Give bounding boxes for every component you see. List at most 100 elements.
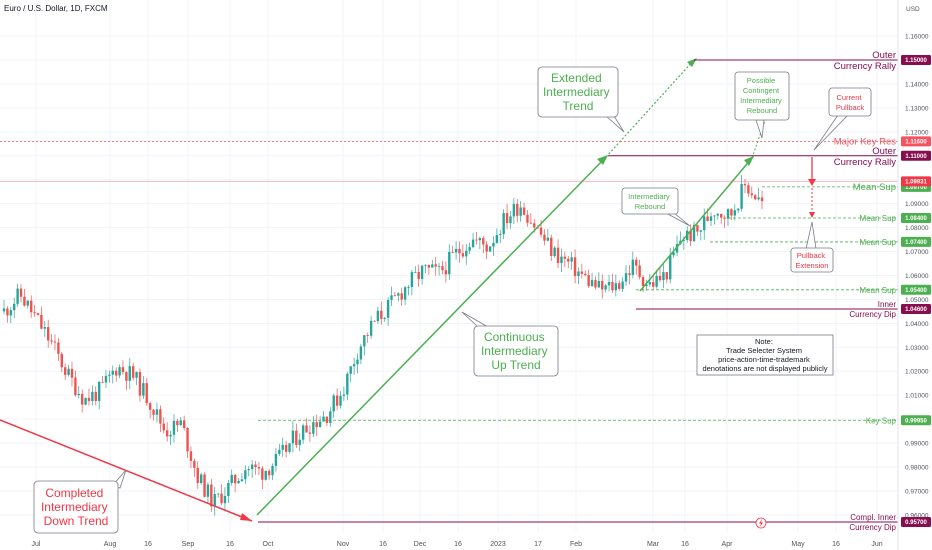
candle-body (485, 244, 488, 252)
candle-body (689, 230, 692, 242)
candle-body (91, 391, 94, 401)
candle-body (471, 239, 475, 248)
y-tick-label: 1.04000 (905, 321, 929, 328)
y-tick-label: 1.13000 (905, 105, 929, 112)
candle-body (74, 377, 77, 396)
candle-body (176, 420, 179, 426)
candle-body (757, 197, 760, 200)
candle-body (111, 370, 114, 375)
candle-body (189, 451, 193, 461)
price-tag: 1.05400 (901, 284, 931, 295)
pullback-label: Current Pullback (836, 93, 865, 112)
candle-body (203, 474, 206, 497)
candle-body (645, 284, 648, 287)
candle-body (43, 327, 46, 329)
candle-body (261, 468, 264, 480)
svg-text:0.99950: 0.99950 (905, 418, 927, 424)
candle-body (692, 224, 696, 242)
svg-text:1.15000: 1.15000 (905, 58, 927, 64)
candle-body (230, 474, 233, 483)
candle-body (420, 265, 424, 279)
candle-body (550, 237, 553, 257)
candle-body (556, 247, 560, 264)
candle-body (169, 434, 172, 437)
candle-body (672, 252, 675, 256)
x-tick-label: Oct (263, 541, 274, 548)
candle-body (67, 368, 70, 375)
price-tag: 1.15000 (901, 55, 931, 65)
candle-body (325, 416, 329, 423)
y-tick-label: 1.07000 (905, 249, 929, 256)
candle-body (271, 465, 274, 476)
price-axis[interactable]: 1.16000 1.15000 1.14000 1.13000 1.12000 1.110… (897, 0, 929, 550)
candle-body (335, 395, 339, 406)
candle-body (223, 496, 227, 504)
candle-body (743, 183, 747, 186)
candle-body (437, 266, 441, 267)
x-tick-label: 16 (226, 541, 234, 548)
candle-body (182, 420, 186, 428)
candle-body (26, 300, 29, 306)
candle-body (244, 470, 247, 480)
candle-body (533, 223, 536, 228)
candle-body (165, 430, 169, 437)
candle-body (213, 493, 216, 507)
chart-title: Euro / U.S. Dollar, 1D, FXCM (4, 4, 108, 13)
x-tick-label: 2023 (490, 541, 506, 548)
candle-body (482, 238, 485, 245)
candle-body (274, 453, 278, 466)
note-text: Note: Trade Selecter System price-action… (702, 337, 827, 373)
candle-body (148, 403, 152, 410)
candle-body (543, 234, 546, 241)
candle-body (454, 248, 458, 253)
candle-body (431, 264, 434, 268)
candle-body (257, 467, 261, 469)
candle-body (713, 215, 716, 217)
candle-body (665, 272, 669, 280)
candles (2, 175, 764, 516)
x-tick-label: 16 (454, 541, 462, 548)
candle-body (94, 391, 97, 401)
candle-body (594, 280, 597, 288)
time-axis[interactable]: Jul Aug 16 Sep 16 Oct Nov 16 Dec 16 2023 17 Feb Mar 16… (32, 541, 883, 548)
candle-body (233, 474, 237, 484)
candle-body (386, 299, 390, 318)
svg-text:1.11000: 1.11000 (905, 154, 927, 160)
candle-body (162, 423, 165, 431)
svg-text:1.04600: 1.04600 (905, 307, 927, 313)
candle-body (492, 242, 495, 247)
svg-text:1.11600: 1.11600 (905, 140, 927, 146)
candle-body (553, 247, 556, 257)
y-tick-label: 1.03000 (905, 345, 929, 352)
candle-body (519, 207, 522, 216)
candle-body (352, 364, 356, 367)
candle-body (19, 288, 23, 297)
candle-body (366, 335, 369, 336)
candle-body (250, 464, 254, 470)
candle-body (461, 253, 465, 257)
rebound-trend-line (639, 157, 753, 292)
candle-body (417, 272, 420, 279)
candle-body (448, 251, 451, 275)
y-tick-label: 1.08000 (905, 225, 929, 232)
candle-body (441, 266, 444, 271)
candle-body (730, 209, 733, 216)
candle-body (740, 183, 743, 209)
candle-body (590, 280, 594, 287)
x-tick-label: Dec (414, 541, 427, 548)
candle-body (414, 272, 417, 273)
candle-body (638, 265, 641, 278)
candle-body (152, 409, 155, 415)
x-tick-label: Mar (647, 541, 660, 548)
continuous-callout (473, 325, 559, 377)
candle-body (468, 247, 471, 251)
candle-body (573, 257, 577, 277)
candle-body (2, 308, 6, 312)
candle-body (77, 393, 80, 396)
x-tick-label: 17 (534, 541, 542, 548)
candle-body (434, 264, 437, 267)
candle-body (363, 335, 366, 347)
candle-body (427, 264, 431, 268)
candle-body (108, 374, 111, 376)
